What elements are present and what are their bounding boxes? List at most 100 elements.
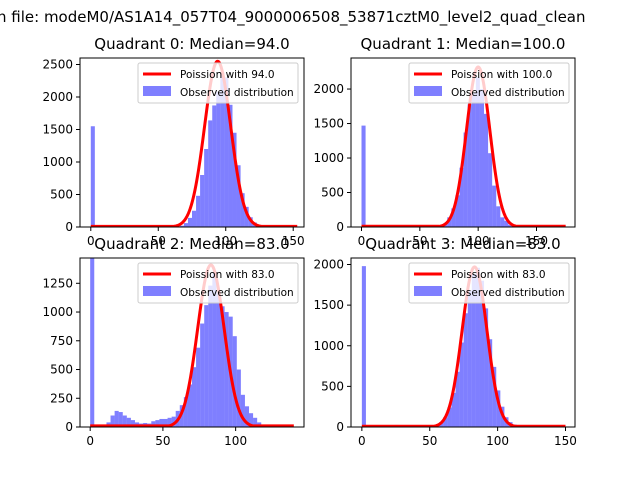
plot-area — [89, 59, 299, 227]
histogram-bar — [236, 369, 241, 427]
histogram-bar — [114, 410, 119, 427]
axes-frame — [79, 57, 305, 228]
y-tick-label: 1000 — [42, 155, 73, 169]
subplot-title: Quadrant 1: Median=100.0 — [361, 35, 566, 53]
subplot-title: Quadrant 0: Median=94.0 — [94, 35, 289, 53]
histogram-bar — [192, 367, 197, 427]
histogram-bar — [167, 417, 172, 427]
axes-frame — [79, 257, 305, 428]
x-tick-label: 50 — [155, 434, 170, 448]
histogram-bar — [187, 217, 192, 227]
histogram-bar — [488, 153, 493, 227]
histogram-bar — [187, 384, 192, 427]
legend-label: Observed distribution — [451, 87, 565, 99]
histogram-bar — [484, 113, 489, 227]
x-tick-label: 50 — [422, 434, 437, 448]
y-tick-label: 2000 — [42, 90, 73, 104]
histogram-bar — [455, 195, 460, 227]
x-tick-label: 0 — [358, 434, 366, 448]
legend-box — [137, 62, 299, 104]
poisson-fit-line — [361, 265, 567, 427]
histogram-bar — [90, 258, 95, 427]
histogram-bar — [244, 206, 249, 227]
legend: Poission with 83.0 Observed distribution — [137, 262, 299, 304]
legend-bar-swatch — [414, 86, 442, 96]
histogram-bar — [196, 347, 201, 427]
histogram-bar — [500, 217, 505, 227]
histogram-bar — [208, 120, 213, 227]
x-tick-label: 150 — [282, 234, 305, 248]
legend-label: Poission with 94.0 — [180, 69, 275, 81]
legend-box — [137, 262, 299, 304]
subplot-title: Quadrant 2: Median=83.0 — [94, 235, 289, 253]
y-tick-label: 0 — [65, 220, 73, 234]
histogram-bar — [224, 77, 229, 227]
histogram-bar — [220, 72, 225, 227]
histogram-bar — [179, 405, 184, 427]
y-tick-label: 2500 — [42, 58, 73, 72]
histogram-bar — [196, 195, 201, 227]
legend-bar-swatch — [414, 286, 442, 296]
histogram-bar — [179, 225, 184, 227]
legend-label: Poission with 100.0 — [451, 69, 552, 81]
histogram-bar — [90, 126, 95, 227]
histogram-bar — [492, 366, 497, 427]
histogram-bar — [204, 149, 209, 227]
y-tick-label: 0 — [336, 420, 344, 434]
histogram-bar — [212, 105, 217, 227]
histogram-bar — [171, 416, 176, 427]
plot-area — [89, 258, 295, 427]
plot-area — [361, 265, 567, 427]
y-tick-label: 2000 — [313, 82, 344, 96]
y-tick-label: 0 — [336, 220, 344, 234]
legend-box — [408, 62, 570, 104]
y-tick-label: 1500 — [313, 298, 344, 312]
axes-frame — [350, 257, 576, 428]
poisson-fit-line — [89, 59, 299, 227]
histogram-bar — [484, 308, 489, 427]
histogram-bar — [455, 371, 460, 427]
histogram-bar — [130, 420, 135, 427]
x-tick-label: 0 — [86, 434, 94, 448]
legend-label: Observed distribution — [180, 287, 294, 299]
y-tick-label: 250 — [50, 391, 73, 405]
histogram-bar — [447, 407, 452, 427]
histogram-bar — [232, 132, 237, 227]
histogram-bar — [220, 306, 225, 427]
histogram-bar — [479, 89, 484, 227]
histogram-bar — [151, 421, 156, 427]
legend-label: Observed distribution — [451, 287, 565, 299]
legend: Poission with 83.0 Observed distribution — [408, 262, 570, 304]
histogram-bar — [183, 397, 188, 427]
histogram-bar — [236, 165, 241, 227]
histogram-bar — [463, 313, 468, 427]
histogram-bar — [467, 290, 472, 427]
legend-box — [408, 262, 570, 304]
histogram-bar — [447, 217, 452, 227]
histogram-bar — [240, 193, 245, 227]
histogram-bar — [224, 312, 229, 427]
x-tick-label: 100 — [224, 434, 247, 448]
histogram-bar — [163, 418, 168, 427]
figure-title: n file: modeM0/AS1A14_057T04_9000006508_… — [0, 8, 586, 26]
legend: Poission with 100.0 Observed distribution — [408, 62, 570, 104]
histogram-bar — [212, 272, 217, 427]
histogram-bar — [479, 280, 485, 427]
x-tick-label: 100 — [486, 434, 509, 448]
histogram-bar — [232, 336, 237, 427]
y-tick-label: 1500 — [42, 123, 73, 137]
histogram-bar — [496, 390, 501, 427]
legend-label: Poission with 83.0 — [180, 269, 275, 281]
y-tick-label: 500 — [50, 363, 73, 377]
axes-frame — [350, 57, 576, 228]
y-tick-label: 500 — [321, 379, 344, 393]
y-tick-label: 750 — [50, 334, 73, 348]
y-tick-label: 1250 — [42, 276, 73, 290]
plot-area — [360, 65, 567, 227]
y-tick-label: 0 — [65, 420, 73, 434]
legend-bar-swatch — [143, 286, 171, 296]
